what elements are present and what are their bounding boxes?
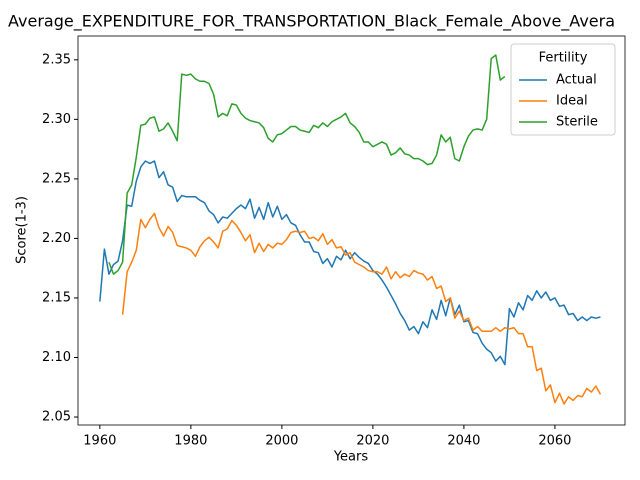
y-tick-label: 2.30 <box>42 112 71 127</box>
y-tick-label: 2.20 <box>42 231 71 246</box>
series-line <box>108 54 506 275</box>
legend-label: Actual <box>556 73 597 88</box>
y-tick-label: 2.10 <box>42 350 71 365</box>
legend-title: Fertility <box>539 51 588 66</box>
legend-label: Ideal <box>556 94 588 109</box>
legend-box <box>510 43 616 136</box>
x-tick-label: 2000 <box>265 434 298 449</box>
x-axis-label: Years <box>333 450 369 465</box>
legend: Fertility Actual Ideal Sterile <box>510 43 616 136</box>
x-tick-label: 1960 <box>83 434 116 449</box>
y-tick-label: 2.25 <box>42 171 71 186</box>
legend-label: Sterile <box>556 115 598 130</box>
x-tick-label: 2060 <box>538 434 571 449</box>
y-tick-label: 2.15 <box>42 290 71 305</box>
series-line <box>99 160 601 366</box>
x-tick-label: 1980 <box>174 434 207 449</box>
x-tick-label: 2020 <box>356 434 389 449</box>
plot-frame <box>77 35 626 426</box>
y-tick-label: 2.35 <box>42 52 71 67</box>
x-tick-label: 2040 <box>447 434 480 449</box>
series-line <box>121 212 602 405</box>
y-tick-label: 2.05 <box>42 410 71 425</box>
chart-title: Average_EXPENDITURE_FOR_TRANSPORTATION_B… <box>8 12 615 32</box>
y-axis-label: Score(1-3) <box>15 196 30 264</box>
